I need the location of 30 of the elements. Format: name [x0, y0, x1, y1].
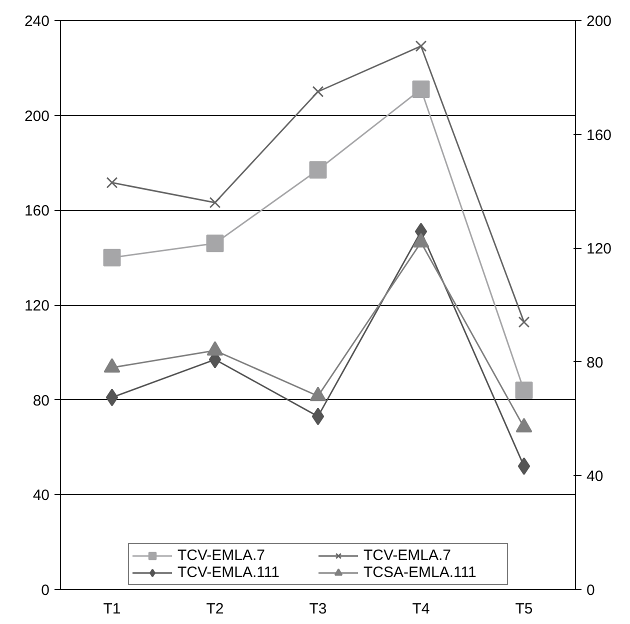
legend-label: TCV-EMLA.7: [364, 547, 452, 564]
point: [103, 248, 121, 266]
x-tick-label: T2: [206, 600, 224, 618]
y-tick-label: 80: [32, 392, 50, 410]
y-tick-label: 160: [24, 202, 50, 220]
y-tick-label: 120: [24, 298, 50, 314]
y2-tick-label: 120: [586, 240, 612, 258]
x-tick-label: T5: [515, 600, 533, 618]
x-tick-label: T4: [412, 600, 430, 618]
legend-label: TCSA-EMLA.111: [364, 564, 478, 581]
point: [412, 80, 430, 98]
x-tick-label: T3: [309, 600, 327, 618]
y2-tick-label: 40: [586, 468, 604, 486]
y-tick-label: 40: [32, 487, 50, 504]
point: [309, 161, 327, 179]
point: [312, 408, 324, 426]
y2-tick-label: 0: [586, 582, 595, 599]
y2-tick-label: 160: [586, 126, 612, 144]
point: [518, 457, 530, 475]
y-tick-label: 200: [24, 108, 50, 125]
point: [106, 388, 118, 406]
y-tick-label: 240: [24, 13, 50, 30]
point: [206, 234, 224, 252]
y2-tick-label: 200: [586, 13, 612, 30]
x-tick-label: T1: [103, 600, 121, 618]
legend-label: TCV-EMLA.111: [178, 564, 280, 581]
y-tick-label: 0: [41, 582, 50, 599]
legend-label: TCV-EMLA.7: [178, 547, 266, 564]
point: [515, 382, 533, 400]
y2-tick-label: 80: [586, 354, 604, 372]
